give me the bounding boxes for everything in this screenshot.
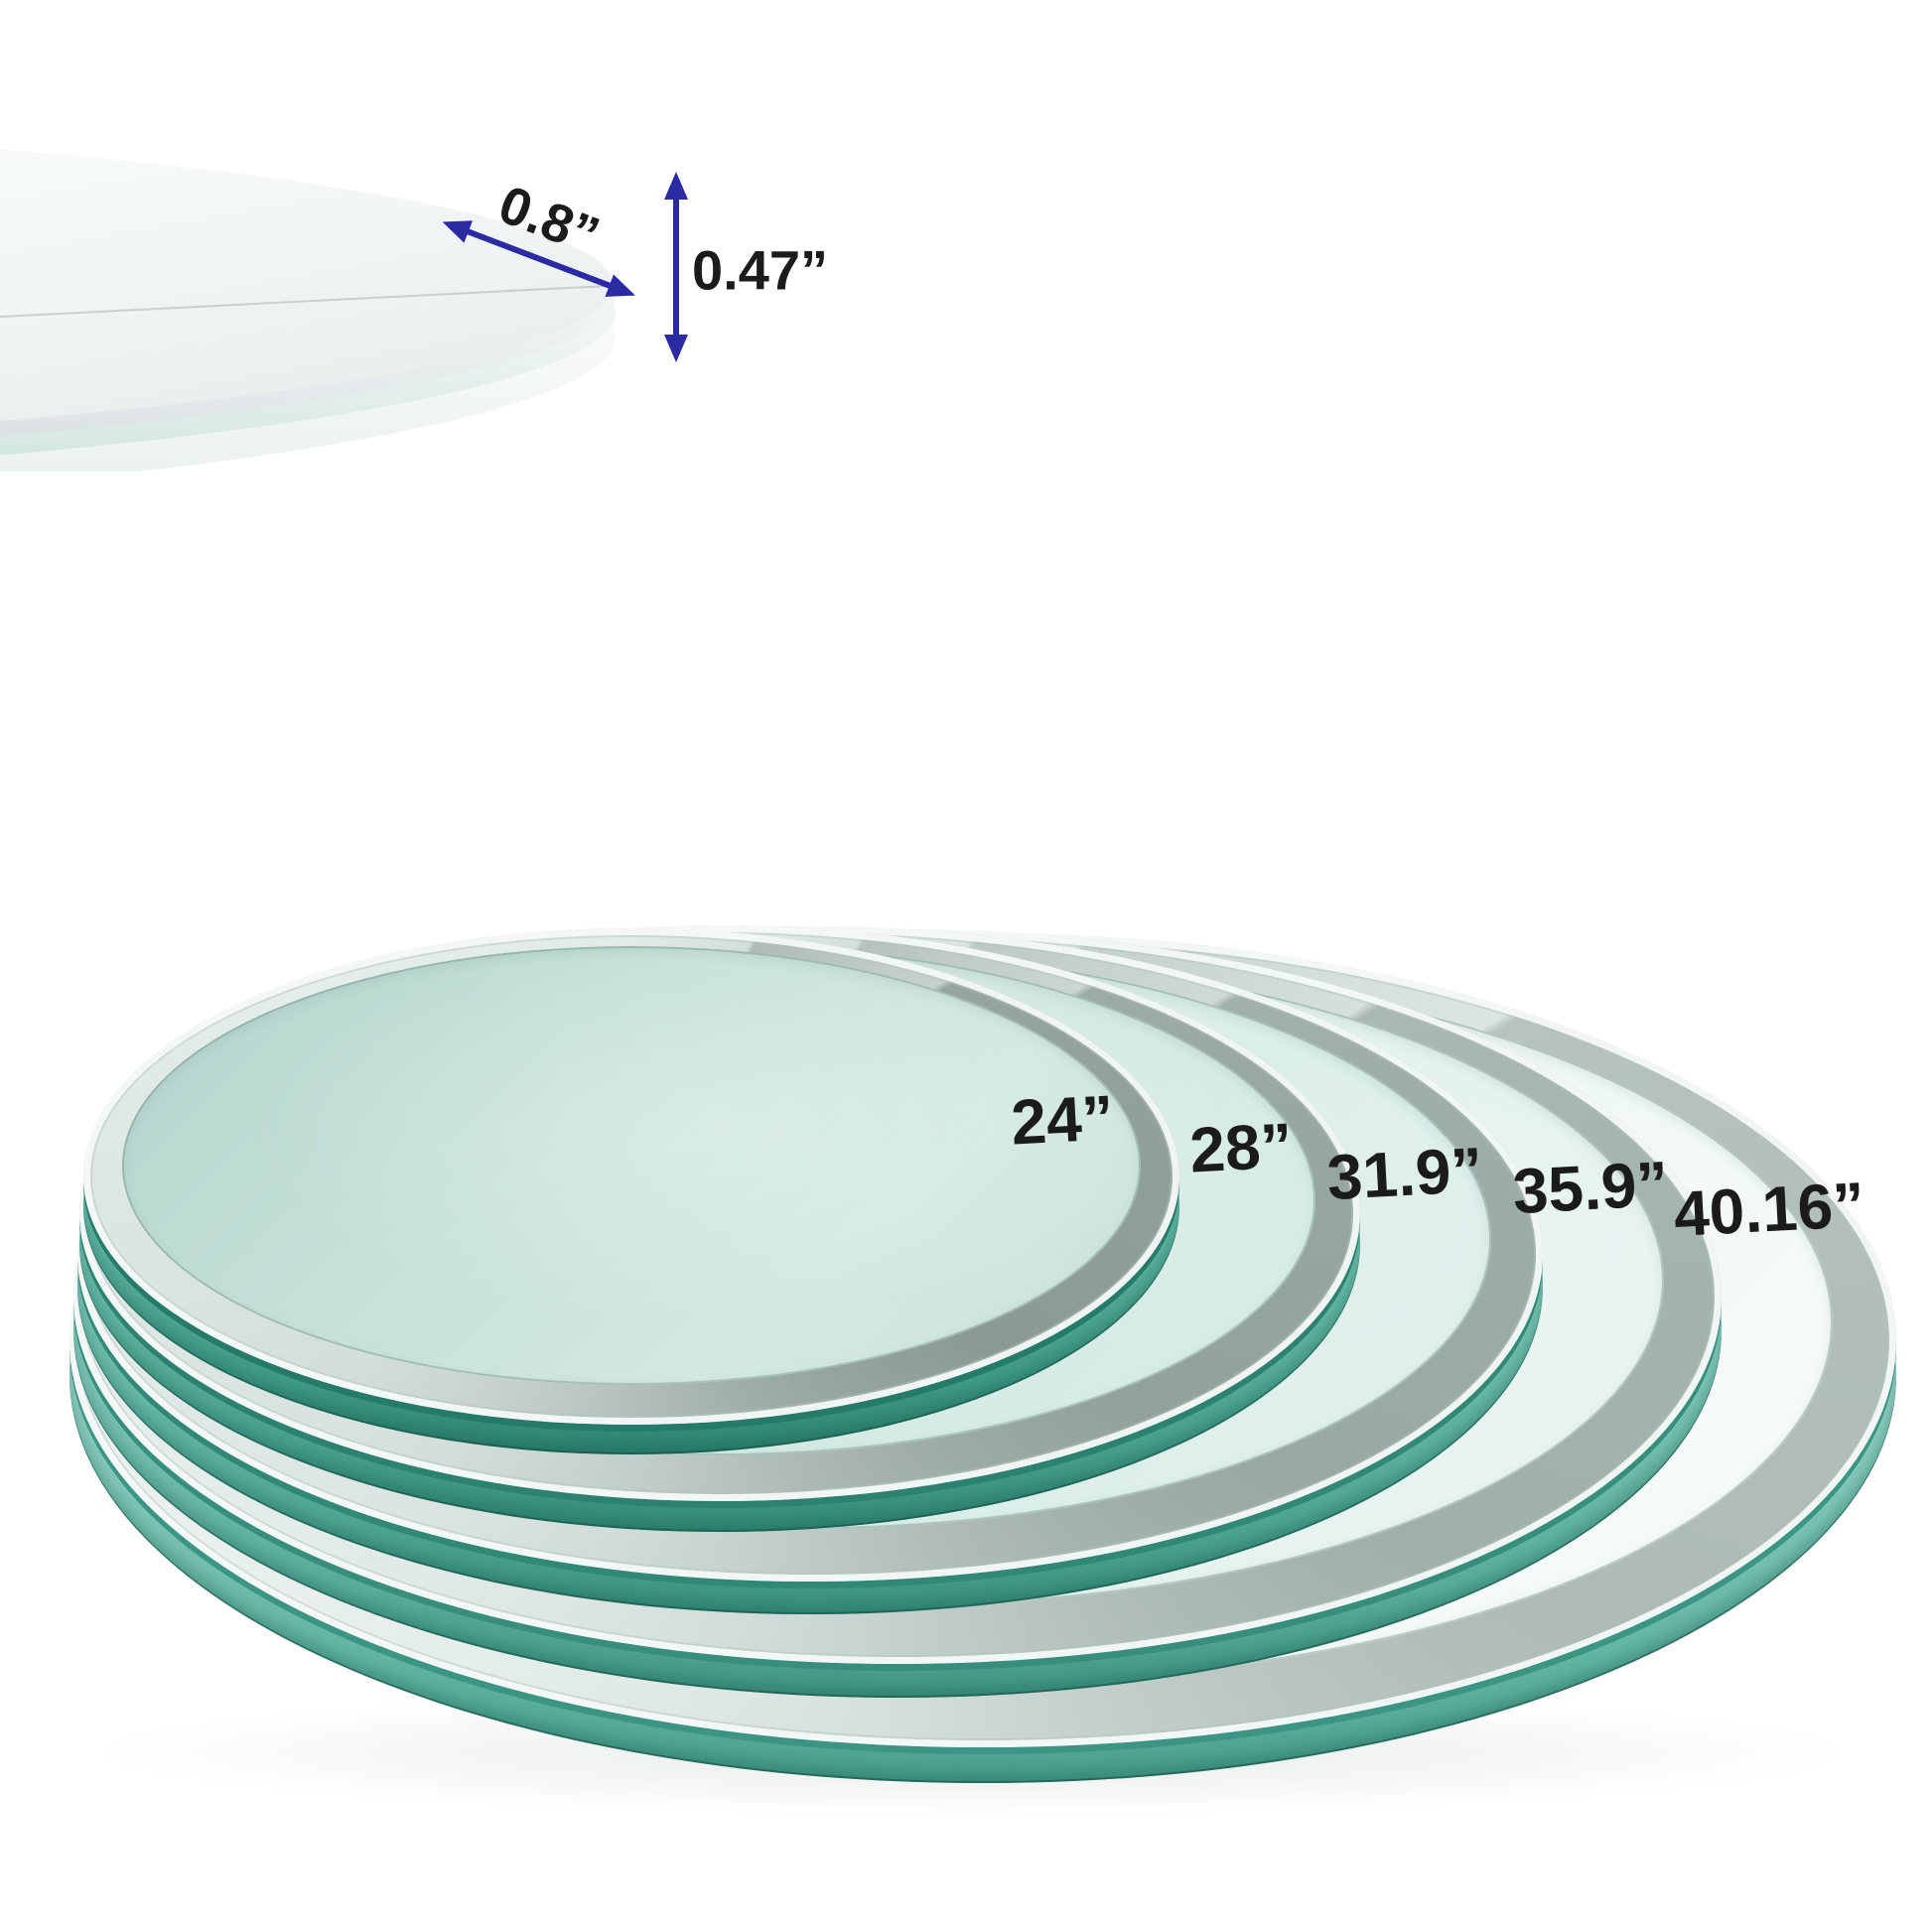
size-label-28in: 28” [1187,1109,1295,1186]
thickness-label: 0.47” [692,238,828,302]
edge-closeup: 0.8” 0.47” [0,25,894,472]
size-label-40-16in: 40.16” [1672,1169,1866,1250]
arrowhead-down-icon [664,335,688,362]
disc-24in-top-surface [121,945,1142,1385]
disc-24in [83,928,1179,1454]
size-label-35-9in: 35.9” [1510,1147,1671,1228]
arrowhead-up-icon [664,172,688,200]
thickness-arrow [664,172,688,362]
size-label-31-9in: 31.9” [1324,1133,1485,1214]
size-label-24in: 24” [1009,1081,1116,1159]
